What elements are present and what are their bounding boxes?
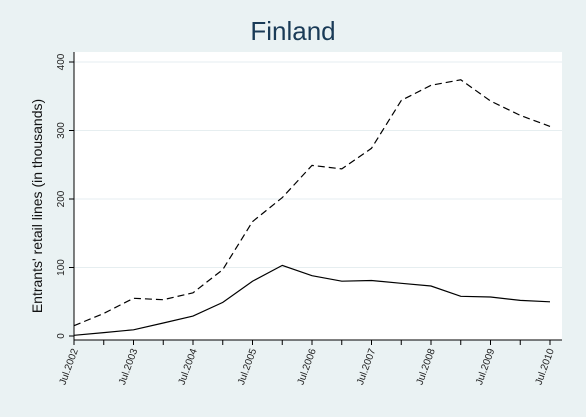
x-tick-label: Jul.2005 [236, 347, 259, 387]
x-tick-label: Jul.2010 [534, 347, 557, 387]
x-tick-label: Jul.2004 [177, 347, 200, 387]
chart-title: Finland [250, 16, 336, 46]
y-axis-title: Entrants' retail lines (in thousands) [29, 99, 45, 313]
x-tick-label: Jul.2007 [355, 347, 378, 387]
x-tick-label: Jul.2009 [474, 347, 497, 387]
series-lines [73, 79, 551, 336]
y-tick-label: 100 [56, 259, 67, 276]
x-tick-label: Jul.2006 [296, 347, 319, 387]
x-tick-label: Jul.2002 [58, 347, 81, 387]
x-tick-label: Jul.2003 [117, 347, 140, 387]
x-tick-label: Jul.2008 [415, 347, 438, 387]
y-tick-label: 200 [56, 190, 67, 207]
dashed-series-line [73, 79, 551, 327]
plot-area [74, 52, 562, 340]
grid-lines [74, 61, 562, 268]
y-tick-label: 300 [56, 122, 67, 139]
solid-series-line [73, 264, 551, 336]
y-tick-label: 400 [56, 53, 67, 70]
y-tick-label: 0 [56, 333, 67, 339]
